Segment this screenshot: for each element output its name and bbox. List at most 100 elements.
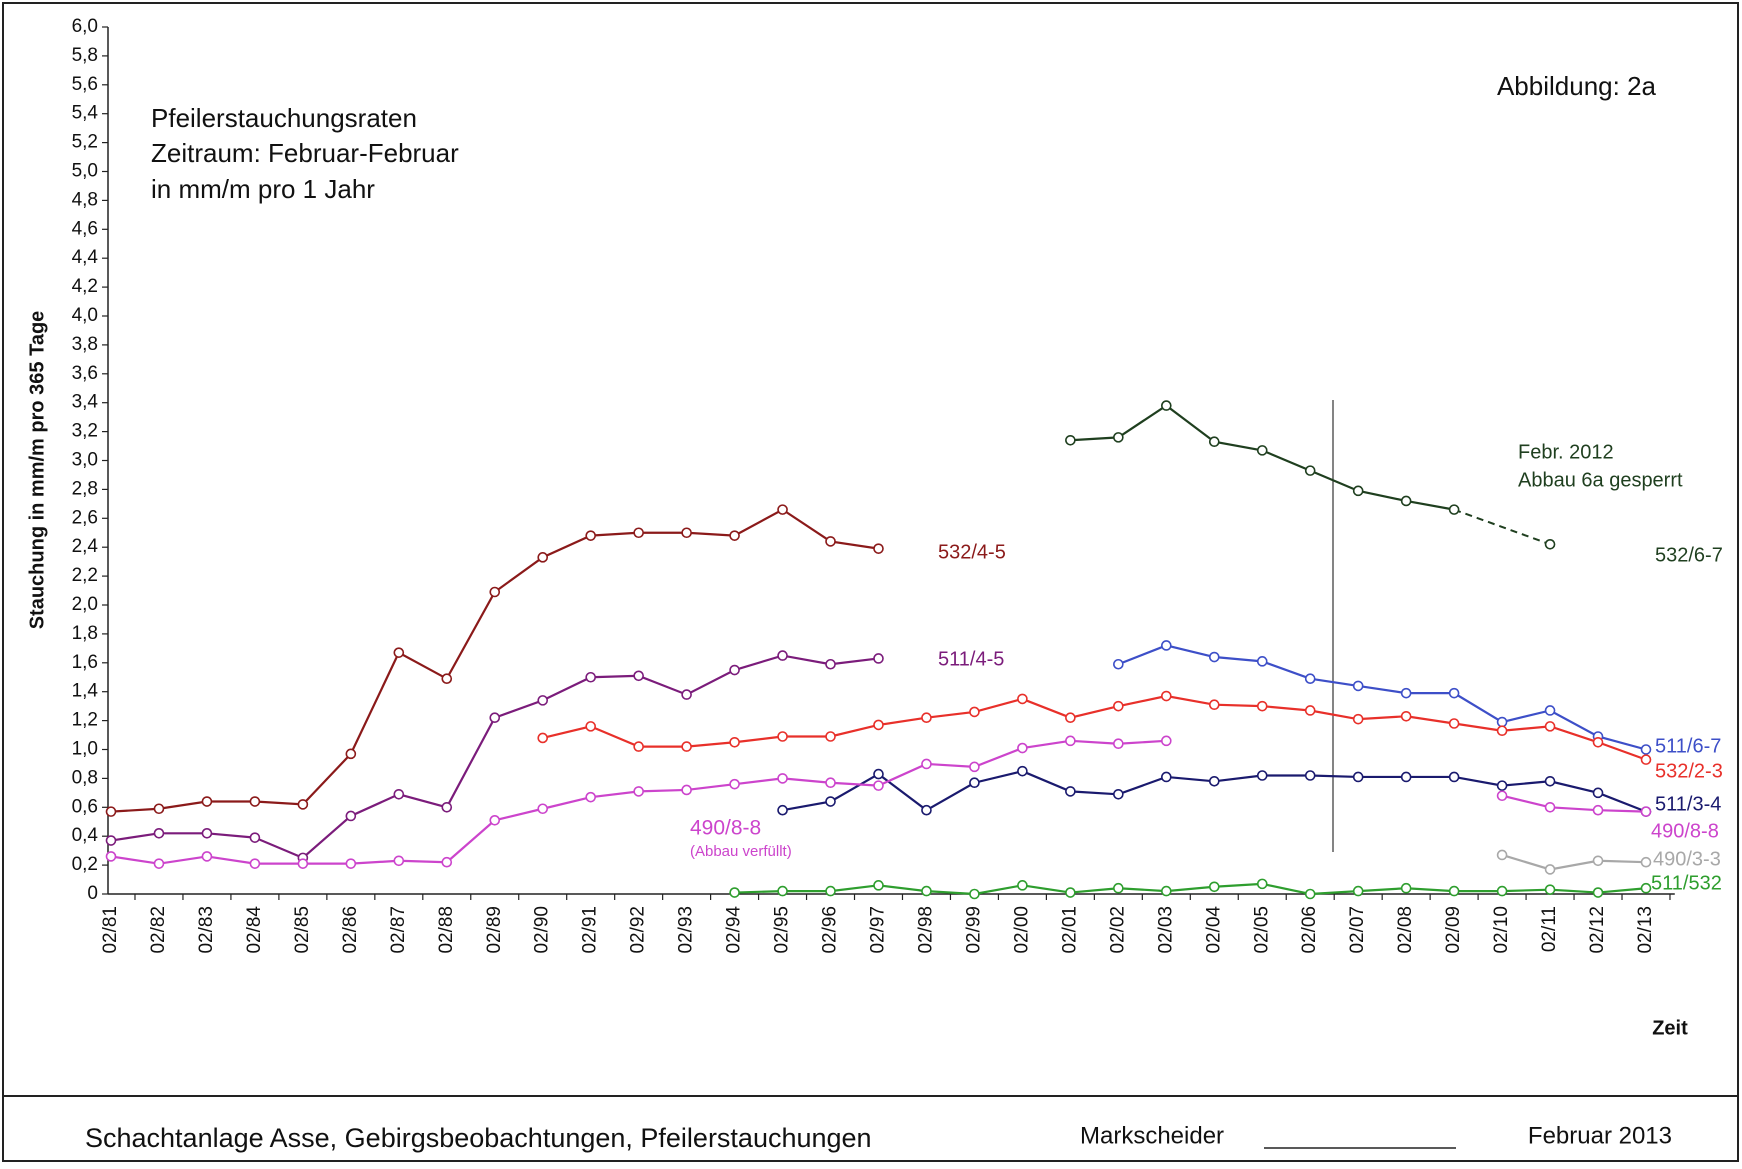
data-point xyxy=(1161,690,1172,702)
y-tick-label: 1,0 xyxy=(72,739,98,760)
y-tick-label: 5,2 xyxy=(72,132,98,153)
data-point xyxy=(777,731,788,742)
y-tick-label: 2,8 xyxy=(72,478,98,499)
data-point xyxy=(873,780,884,791)
data-point xyxy=(1256,700,1268,712)
data-point xyxy=(1256,770,1268,781)
annotation: Abbau 6a gesperrt xyxy=(1518,469,1683,491)
y-tick-label: 0,6 xyxy=(72,796,98,817)
data-point xyxy=(1352,885,1364,897)
data-point xyxy=(249,832,261,843)
x-tick-label: 02/07 xyxy=(1347,906,1368,954)
series-line xyxy=(1501,794,1647,813)
data-point xyxy=(969,888,980,900)
data-point xyxy=(1017,880,1028,891)
chart-title: Pfeilerstauchungsraten xyxy=(151,103,417,133)
y-tick-label: 6,0 xyxy=(72,16,98,37)
annotation: Febr. 2012 xyxy=(1518,441,1614,463)
data-point xyxy=(1304,705,1316,716)
data-point xyxy=(1592,855,1604,867)
data-point xyxy=(537,552,549,563)
data-point xyxy=(1256,878,1268,890)
data-point xyxy=(585,530,596,541)
series-label: 511/4-5 xyxy=(938,648,1004,670)
data-point xyxy=(1256,445,1268,456)
series-label: 490/3-3 xyxy=(1653,848,1721,870)
data-point xyxy=(1400,710,1412,722)
y-tick-label: 3,4 xyxy=(72,392,99,413)
data-point xyxy=(777,885,788,897)
data-point xyxy=(969,777,980,789)
data-point xyxy=(1496,725,1508,737)
y-tick-label: 5,4 xyxy=(72,103,99,124)
x-tick-label: 02/13 xyxy=(1635,906,1656,954)
data-point xyxy=(873,719,884,731)
series-line xyxy=(1501,853,1647,871)
data-point xyxy=(105,851,117,862)
data-point xyxy=(585,721,596,732)
x-tick-label: 02/02 xyxy=(1107,906,1128,954)
data-point xyxy=(1065,712,1076,724)
data-point xyxy=(1400,687,1412,699)
y-tick-label: 3,6 xyxy=(72,363,98,384)
data-point xyxy=(1496,849,1508,861)
data-point xyxy=(393,855,405,867)
data-point xyxy=(1496,716,1508,728)
data-point xyxy=(297,799,309,810)
annotation: 490/8-8 xyxy=(690,817,761,840)
data-point xyxy=(777,773,788,784)
data-point xyxy=(681,527,692,539)
data-point xyxy=(489,586,501,598)
data-point xyxy=(105,835,117,846)
data-point xyxy=(825,731,836,742)
data-point xyxy=(1161,640,1172,651)
data-point xyxy=(1208,881,1220,893)
figure-label: Abbildung: 2a xyxy=(1497,71,1657,101)
data-point xyxy=(921,885,932,897)
data-point xyxy=(825,658,836,670)
y-tick-label: 4,8 xyxy=(72,189,98,210)
x-tick-label: 02/81 xyxy=(100,906,121,954)
data-point xyxy=(1113,788,1124,800)
data-point xyxy=(1448,504,1460,515)
x-tick-label: 02/86 xyxy=(340,906,361,954)
data-point xyxy=(777,650,788,661)
data-point xyxy=(1496,790,1508,802)
data-point xyxy=(1448,885,1460,897)
y-tick-label: 3,0 xyxy=(72,450,98,471)
series-label: 532/6-7 xyxy=(1655,544,1723,566)
data-point xyxy=(249,796,261,807)
y-tick-label: 0,2 xyxy=(72,854,98,875)
data-point xyxy=(489,815,501,826)
y-tick-label: 2,2 xyxy=(72,565,98,586)
data-point xyxy=(633,527,644,539)
data-point xyxy=(1640,882,1652,894)
data-point xyxy=(1161,771,1172,783)
data-point xyxy=(105,806,117,817)
data-point xyxy=(1017,693,1028,705)
y-tick-label: 2,6 xyxy=(72,507,98,528)
data-point xyxy=(345,748,357,760)
series-line xyxy=(1117,644,1647,751)
data-point xyxy=(1592,787,1604,799)
footer-signer: Markscheider xyxy=(1080,1122,1224,1149)
data-point xyxy=(1352,771,1364,783)
x-tick-label: 02/83 xyxy=(196,906,217,954)
data-point xyxy=(729,887,740,898)
series-label: 511/3-4 xyxy=(1655,793,1721,815)
y-tick-label: 0,8 xyxy=(72,767,98,788)
y-tick-label: 5,0 xyxy=(72,161,98,182)
data-point xyxy=(1640,744,1652,755)
chart-title: Zeitraum: Februar-Februar xyxy=(151,138,459,168)
data-point xyxy=(297,858,309,869)
x-tick-label: 02/01 xyxy=(1059,906,1080,954)
x-tick-label: 02/12 xyxy=(1587,906,1608,954)
y-tick-label: 3,8 xyxy=(72,334,98,355)
y-tick-label: 2,0 xyxy=(72,594,98,615)
gap-connector xyxy=(1453,508,1551,546)
data-point xyxy=(201,851,213,862)
data-point xyxy=(777,504,788,515)
data-point xyxy=(1352,485,1364,497)
y-tick-label: 1,6 xyxy=(72,652,98,673)
